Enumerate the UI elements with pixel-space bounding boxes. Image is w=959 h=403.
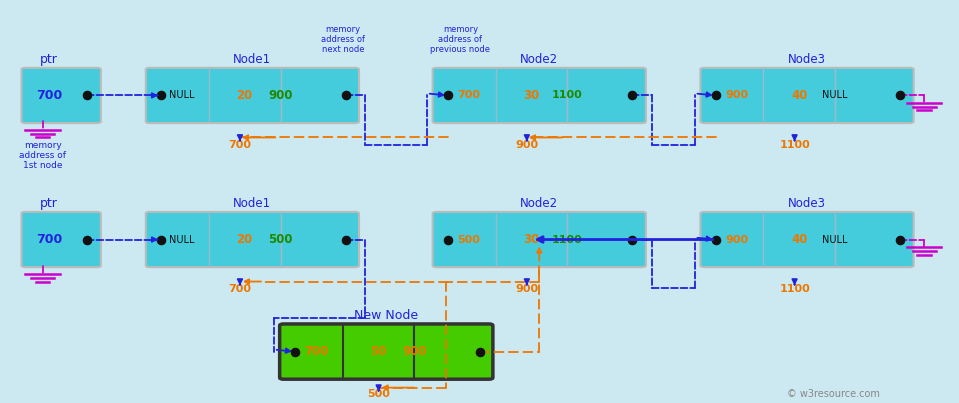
Text: 30: 30	[524, 89, 540, 102]
Text: NULL: NULL	[170, 90, 195, 100]
Text: 900: 900	[269, 89, 292, 102]
Text: Node1: Node1	[233, 197, 271, 210]
Text: Node3: Node3	[788, 53, 826, 66]
Text: NULL: NULL	[823, 235, 848, 245]
FancyBboxPatch shape	[433, 212, 645, 267]
Text: Node1: Node1	[233, 53, 271, 66]
FancyBboxPatch shape	[433, 68, 645, 123]
Point	[625, 236, 641, 243]
Text: Node2: Node2	[520, 53, 558, 66]
Text: 900: 900	[725, 235, 748, 245]
Text: Node3: Node3	[788, 197, 826, 210]
Text: 900: 900	[725, 90, 748, 100]
Point	[625, 92, 641, 99]
Text: © w3resource.com: © w3resource.com	[787, 388, 879, 399]
Text: 20: 20	[237, 233, 253, 246]
Text: 500: 500	[457, 235, 480, 245]
Point	[338, 236, 353, 243]
FancyBboxPatch shape	[700, 212, 914, 267]
Point	[80, 92, 95, 99]
FancyBboxPatch shape	[21, 68, 101, 123]
Point	[80, 236, 95, 243]
Text: memory
address of
next node: memory address of next node	[320, 25, 364, 54]
Text: New Node: New Node	[354, 309, 418, 322]
Text: 50: 50	[370, 345, 386, 358]
Text: NULL: NULL	[823, 90, 848, 100]
FancyBboxPatch shape	[700, 68, 914, 123]
Point	[708, 236, 723, 243]
Text: 700: 700	[304, 345, 328, 358]
Text: NULL: NULL	[170, 235, 195, 245]
Point	[338, 92, 353, 99]
Text: memory
address of
1st node: memory address of 1st node	[19, 141, 66, 170]
Point	[472, 348, 487, 355]
FancyBboxPatch shape	[280, 324, 493, 379]
Text: 1100: 1100	[552, 235, 583, 245]
Text: 500: 500	[367, 388, 390, 399]
Text: 700: 700	[457, 90, 480, 100]
Point	[153, 236, 169, 243]
Text: 1100: 1100	[552, 90, 583, 100]
Text: 30: 30	[524, 233, 540, 246]
FancyBboxPatch shape	[21, 212, 101, 267]
Text: Node2: Node2	[520, 197, 558, 210]
Point	[893, 92, 908, 99]
Point	[153, 92, 169, 99]
Point	[708, 92, 723, 99]
FancyBboxPatch shape	[146, 212, 359, 267]
Text: 700: 700	[36, 233, 62, 246]
Text: 1100: 1100	[780, 140, 810, 150]
Point	[893, 236, 908, 243]
FancyBboxPatch shape	[146, 68, 359, 123]
Text: 700: 700	[228, 284, 251, 294]
Text: 40: 40	[791, 89, 807, 102]
Text: 1100: 1100	[780, 284, 810, 294]
Point	[440, 92, 456, 99]
Text: 700: 700	[36, 89, 62, 102]
Text: memory
address of
previous node: memory address of previous node	[431, 25, 490, 54]
Text: 900: 900	[515, 140, 538, 150]
Text: 900: 900	[402, 345, 427, 358]
Text: 20: 20	[237, 89, 253, 102]
Text: ptr: ptr	[40, 197, 58, 210]
Point	[288, 348, 303, 355]
Text: 900: 900	[515, 284, 538, 294]
Text: 500: 500	[269, 233, 292, 246]
Text: 700: 700	[228, 140, 251, 150]
Text: 40: 40	[791, 233, 807, 246]
Text: ptr: ptr	[40, 53, 58, 66]
Point	[440, 236, 456, 243]
